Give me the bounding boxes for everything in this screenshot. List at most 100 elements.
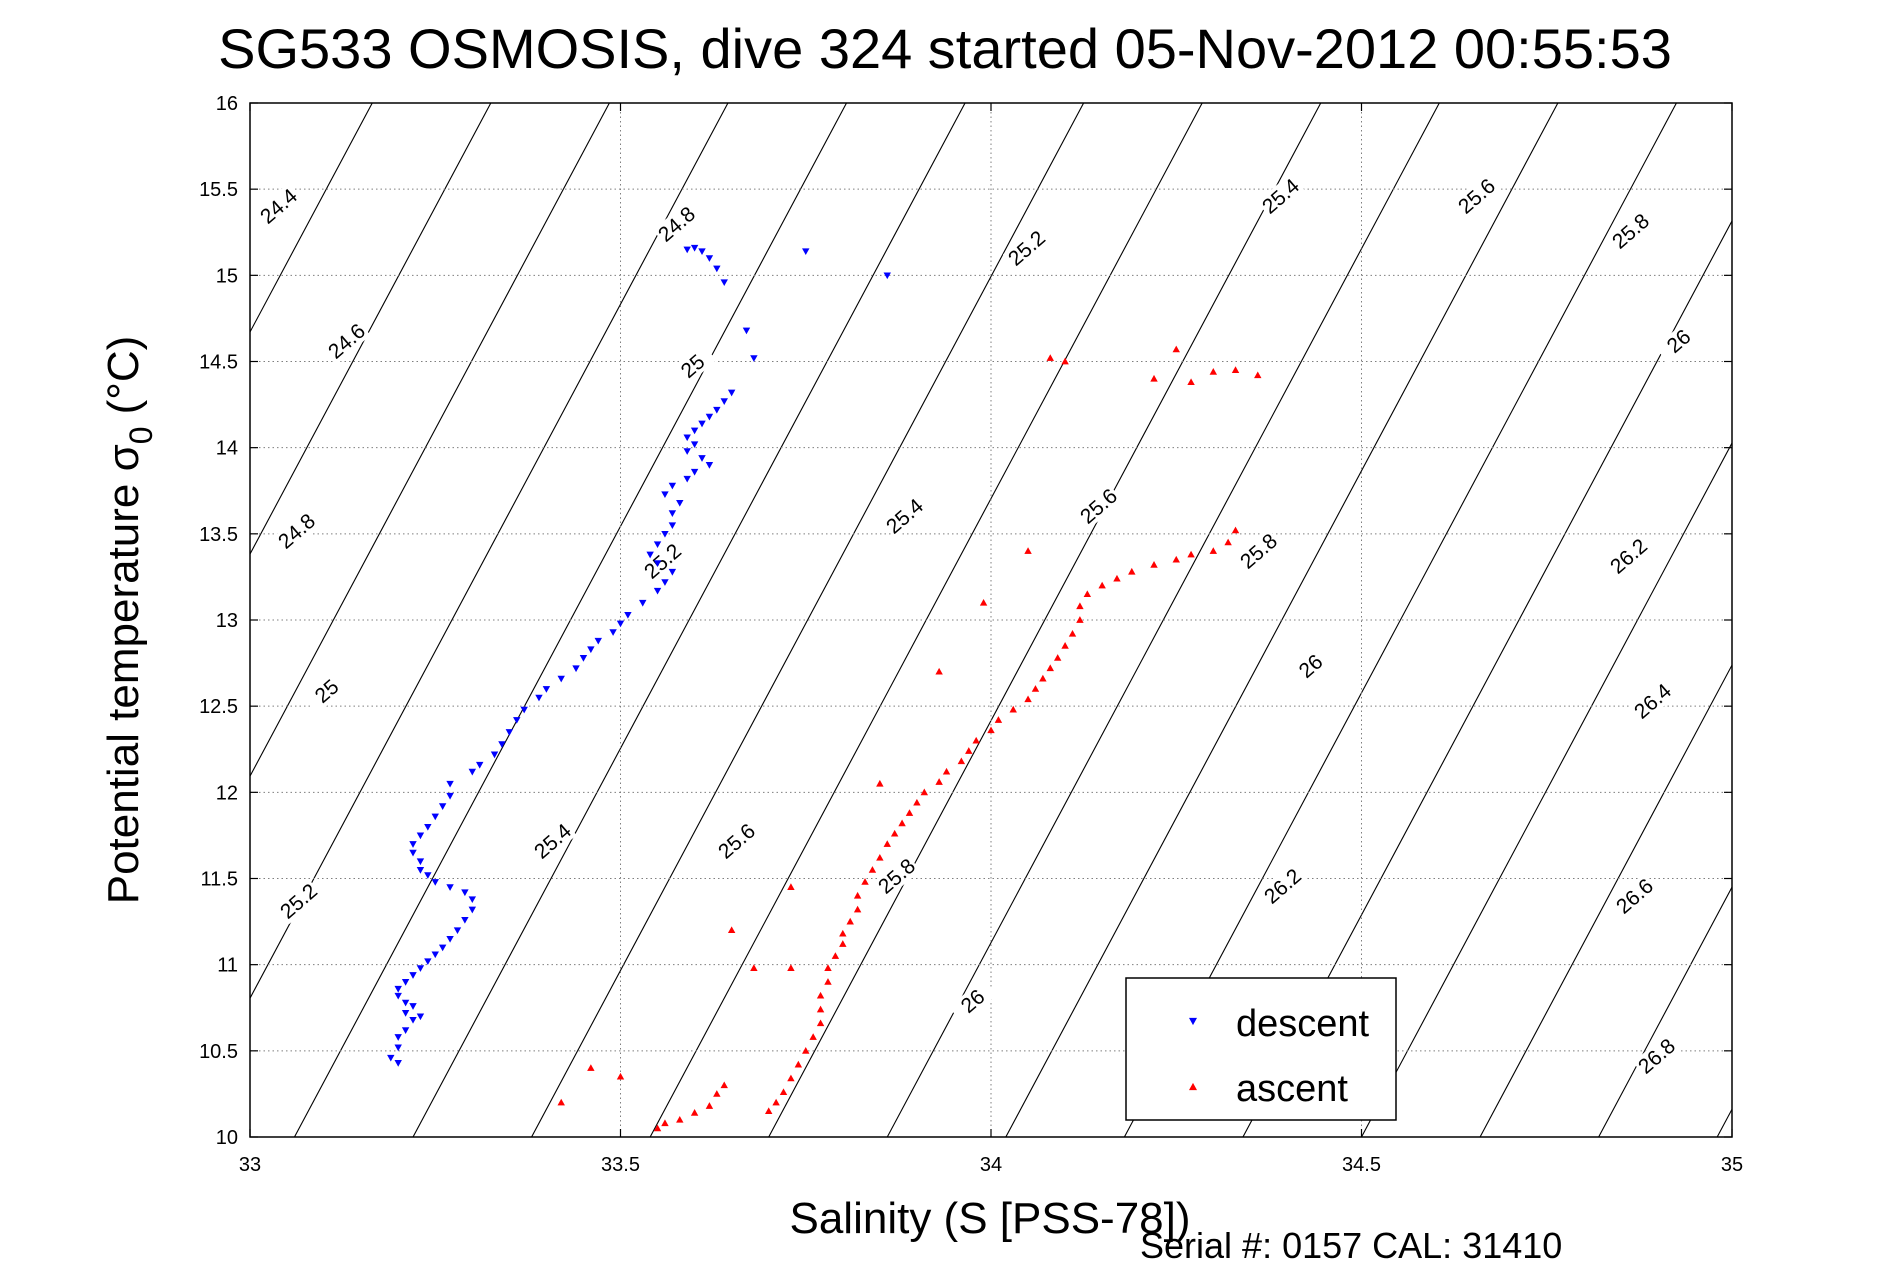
descent-point [520, 706, 528, 714]
descent-point [742, 327, 751, 335]
ascent-point [846, 917, 854, 925]
y-tick-label: 10.5 [199, 1041, 238, 1063]
ascent-point [713, 1090, 721, 1097]
ascent-point [831, 952, 840, 959]
ascent-point [772, 1098, 780, 1106]
ascent-point [1224, 538, 1232, 546]
descent-point [668, 568, 677, 576]
descent-point [713, 406, 721, 414]
descent-point [409, 1003, 417, 1010]
ascent-point [1150, 374, 1158, 382]
descent-point [572, 665, 580, 673]
descent-point [683, 475, 691, 483]
ascent-point [876, 854, 884, 861]
ascent-point [779, 1088, 788, 1096]
contour-label: 26.8 [1632, 1033, 1681, 1079]
descent-point [690, 441, 699, 449]
descent-point [424, 823, 432, 831]
descent-point [661, 579, 669, 586]
ascent-point [839, 940, 847, 947]
isopycnal-line [1716, 1108, 1732, 1137]
ascent-point [1076, 616, 1084, 623]
ascent-point [676, 1115, 684, 1123]
descent-point [498, 741, 506, 748]
ascent-point [898, 819, 906, 827]
ascent-point [557, 1098, 565, 1106]
ascent-point [824, 978, 832, 985]
descent-point [653, 587, 662, 595]
ascent-point [935, 778, 943, 785]
descent-point [461, 889, 469, 897]
legend-descent-label: descent [1236, 1003, 1370, 1045]
ascent-point [957, 757, 966, 765]
descent-point [394, 1044, 402, 1052]
descent-point [668, 522, 677, 530]
descent-point [646, 551, 654, 559]
descent-point [409, 849, 417, 857]
descent-point [705, 462, 714, 469]
ascent-point [750, 964, 758, 971]
descent-point [661, 491, 669, 499]
descent-point [416, 858, 425, 866]
x-axis-label: Salinity (S [PSS-78]) [789, 1194, 1190, 1243]
descent-point [683, 434, 691, 442]
legend-ascent-marker [1188, 1082, 1198, 1091]
descent-point [416, 832, 425, 840]
y-tick-label: 13 [216, 610, 238, 632]
ascent-point [720, 1081, 728, 1089]
y-tick-label: 12.5 [199, 696, 238, 718]
y-axis-label-main: Potential temperature σ [99, 444, 148, 904]
descent-point [416, 867, 425, 874]
ascent-point [987, 726, 995, 734]
descent-point [401, 979, 410, 986]
y-axis: 10 10.5 11 11.5 12 12.5 13 13.5 14 14.5 15 15.5 16 [199, 93, 1732, 1149]
ascent-point [1046, 354, 1054, 361]
ascent-point [942, 767, 951, 775]
ascent-point [824, 964, 832, 971]
series-ascent [557, 345, 1262, 1132]
isopycnal-line [412, 103, 966, 1137]
descent-point [505, 729, 514, 736]
ascent-point [1098, 581, 1106, 589]
ascent-point [876, 779, 884, 787]
descent-point [409, 972, 417, 979]
ascent-point [1009, 705, 1017, 713]
ascent-point [816, 1019, 825, 1027]
ascent-point [1076, 602, 1084, 610]
legend-descent-marker [1188, 1017, 1198, 1026]
ascent-point [868, 866, 877, 873]
ascent-point [1209, 547, 1218, 554]
isopycnal-line [1361, 441, 1732, 1137]
legend-box [1125, 977, 1397, 1121]
descent-point [490, 751, 499, 759]
ascent-point [979, 598, 988, 606]
y-tick-label: 14.5 [199, 352, 238, 374]
y-tick-label: 15 [216, 265, 238, 287]
ascent-point [890, 829, 899, 837]
x-tick-label: 34 [980, 1154, 1002, 1176]
legend-descent-symbol [1188, 1017, 1198, 1026]
legend-ascent-label: ascent [1236, 1068, 1348, 1110]
descent-point [661, 530, 669, 538]
ascent-point [965, 747, 973, 754]
descent-point [668, 510, 677, 517]
ascent-point [1187, 378, 1195, 386]
ascent-point [1254, 371, 1262, 379]
descent-point [453, 927, 462, 935]
descent-point [883, 272, 891, 280]
descent-point [409, 841, 417, 848]
y-tick-label: 12 [216, 782, 238, 804]
ascent-point [787, 964, 795, 971]
descent-point [720, 279, 728, 287]
ascent-point [1231, 366, 1240, 373]
ascent-point [853, 905, 862, 913]
ascent-point [913, 798, 921, 806]
descent-point [690, 244, 699, 252]
descent-point [698, 420, 706, 428]
ascent-point [802, 1047, 810, 1054]
descent-point [416, 965, 425, 972]
descent-point [387, 1054, 395, 1062]
ascent-point [1128, 567, 1136, 575]
descent-point [705, 255, 714, 262]
ascent-point [972, 736, 980, 744]
